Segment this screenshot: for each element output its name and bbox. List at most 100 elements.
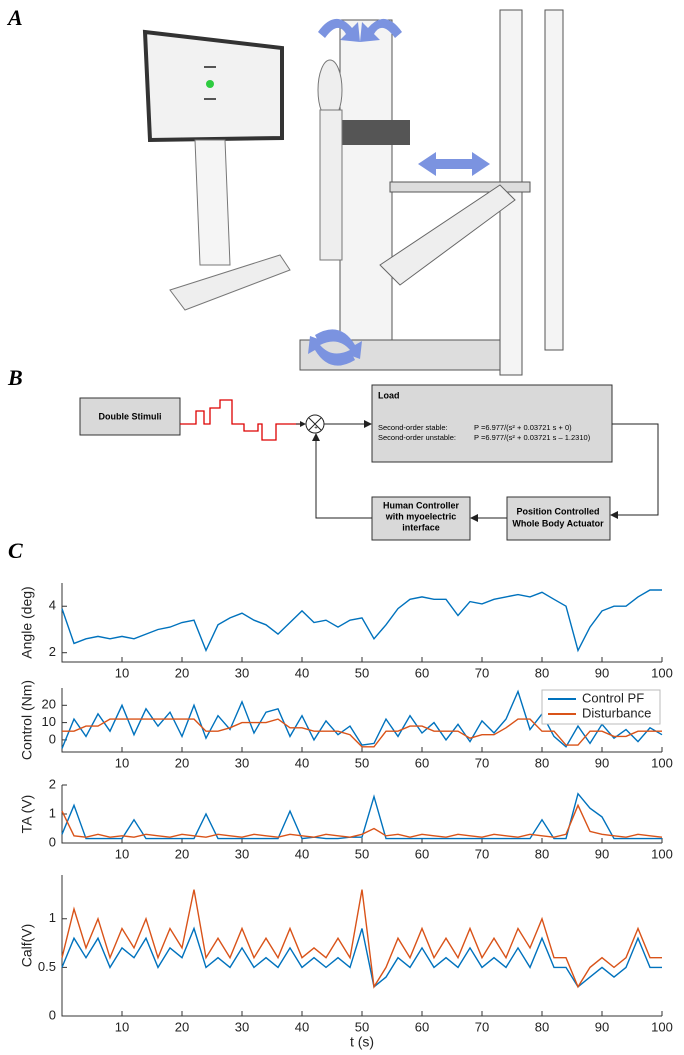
rotation-arrow: [318, 18, 360, 42]
data-line: [61, 803, 663, 838]
stimulus-box: [79, 397, 181, 436]
x-tick-label: 100: [651, 1019, 673, 1034]
arrowhead: [312, 433, 320, 441]
x-tick-label: 40: [295, 1019, 309, 1034]
x-tick-label: 80: [535, 665, 549, 680]
x-tick-label: 10: [115, 755, 129, 770]
x-tick-label: 30: [235, 1019, 249, 1034]
controller-label: interface: [402, 522, 440, 532]
x-tick-label: 60: [415, 755, 429, 770]
x-tick-label: 40: [295, 846, 309, 861]
x-tick-label: 60: [415, 665, 429, 680]
load-box: [371, 384, 613, 463]
data-line: [61, 926, 662, 989]
y-tick-label: 0: [49, 731, 56, 746]
y-tick-label: 0: [49, 834, 56, 849]
arrowhead: [364, 420, 372, 428]
x-tick-label: 90: [595, 755, 609, 770]
marker: [204, 98, 216, 100]
legend-label: Disturbance: [582, 705, 651, 720]
y-axis-label: Control (Nm): [19, 680, 35, 760]
brace: [379, 184, 516, 286]
wire: [612, 423, 659, 516]
actuator-box: [506, 496, 611, 541]
x-tick-label: 70: [475, 846, 489, 861]
person: [319, 109, 343, 261]
frame: [339, 19, 393, 351]
data-line: [61, 689, 663, 749]
x-tick-label: 60: [415, 1019, 429, 1034]
x-tick-label: 70: [475, 1019, 489, 1034]
y-axis-label: Angle (deg): [19, 586, 35, 658]
y-tick-label: 2: [49, 644, 56, 659]
stimulus-label: Double Stimuli: [99, 411, 162, 421]
x-tick-label: 30: [235, 846, 249, 861]
arrowhead: [300, 421, 306, 427]
marker: [204, 66, 216, 68]
y-axis-label: Calf(V): [19, 924, 35, 968]
y-tick-label: 10: [42, 714, 56, 729]
axis: [61, 583, 662, 663]
y-tick-label: 20: [42, 697, 56, 712]
y-tick-label: 0.5: [38, 959, 56, 974]
y-tick-label: 1: [49, 805, 56, 820]
x-axis-label: t (s): [350, 1034, 374, 1050]
x-tick-label: 40: [295, 755, 309, 770]
junction-cross: [308, 417, 322, 431]
x-tick-label: 80: [535, 755, 549, 770]
controller-label: with myoelectric: [385, 511, 457, 521]
stable-equation: P =6.977/(s² + 0.03721 s + 0): [474, 423, 572, 432]
actuator-rod: [389, 181, 531, 193]
x-tick-label: 20: [175, 755, 189, 770]
data-line: [61, 589, 662, 653]
x-tick-label: 90: [595, 846, 609, 861]
x-tick-label: 30: [235, 665, 249, 680]
unstable-label: Second-order unstable:: [378, 433, 456, 442]
stimulus-signal: [180, 399, 300, 441]
strap: [335, 120, 410, 145]
actuator-label: Whole Body Actuator: [512, 518, 604, 528]
controller-box: [371, 496, 471, 541]
y-tick-label: 1: [49, 910, 56, 925]
x-tick-label: 10: [115, 846, 129, 861]
x-tick-label: 20: [175, 846, 189, 861]
x-tick-label: 60: [415, 846, 429, 861]
monitor: [142, 29, 284, 143]
x-tick-label: 50: [355, 1019, 369, 1034]
load-title: Load: [378, 390, 400, 400]
stable-label: Second-order stable:: [378, 423, 448, 432]
unstable-equation: P =6.977/(s² + 0.03721 s – 1.2310): [474, 433, 591, 442]
x-tick-label: 50: [355, 665, 369, 680]
x-tick-label: 40: [295, 665, 309, 680]
controller-label: Human Controller: [383, 500, 460, 510]
x-tick-label: 50: [355, 846, 369, 861]
x-tick-label: 10: [115, 1019, 129, 1034]
axis: [61, 688, 662, 753]
monitor-stand: [194, 139, 231, 266]
stand-base: [169, 254, 291, 311]
data-line: [62, 718, 662, 748]
panel-label: C: [8, 538, 23, 563]
y-tick-label: 0: [49, 1007, 56, 1022]
x-tick-label: 70: [475, 665, 489, 680]
x-tick-label: 100: [651, 755, 673, 770]
y-axis-label: TA (V): [19, 795, 35, 834]
photo: [0, 0, 684, 376]
x-tick-label: 50: [355, 755, 369, 770]
panel-label: B: [7, 365, 23, 390]
x-tick-label: 90: [595, 665, 609, 680]
arrowhead: [470, 514, 478, 522]
x-tick-label: 80: [535, 1019, 549, 1034]
actuator-label: Position Controlled: [517, 506, 600, 516]
data-line: [61, 792, 662, 840]
x-tick-label: 80: [535, 846, 549, 861]
panel-label: A: [6, 5, 23, 30]
x-tick-label: 20: [175, 1019, 189, 1034]
junction-sign: +: [314, 426, 318, 432]
x-tick-label: 70: [475, 755, 489, 770]
rotation-arrow: [308, 329, 362, 366]
legend-box: [541, 689, 661, 725]
x-tick-label: 20: [175, 665, 189, 680]
